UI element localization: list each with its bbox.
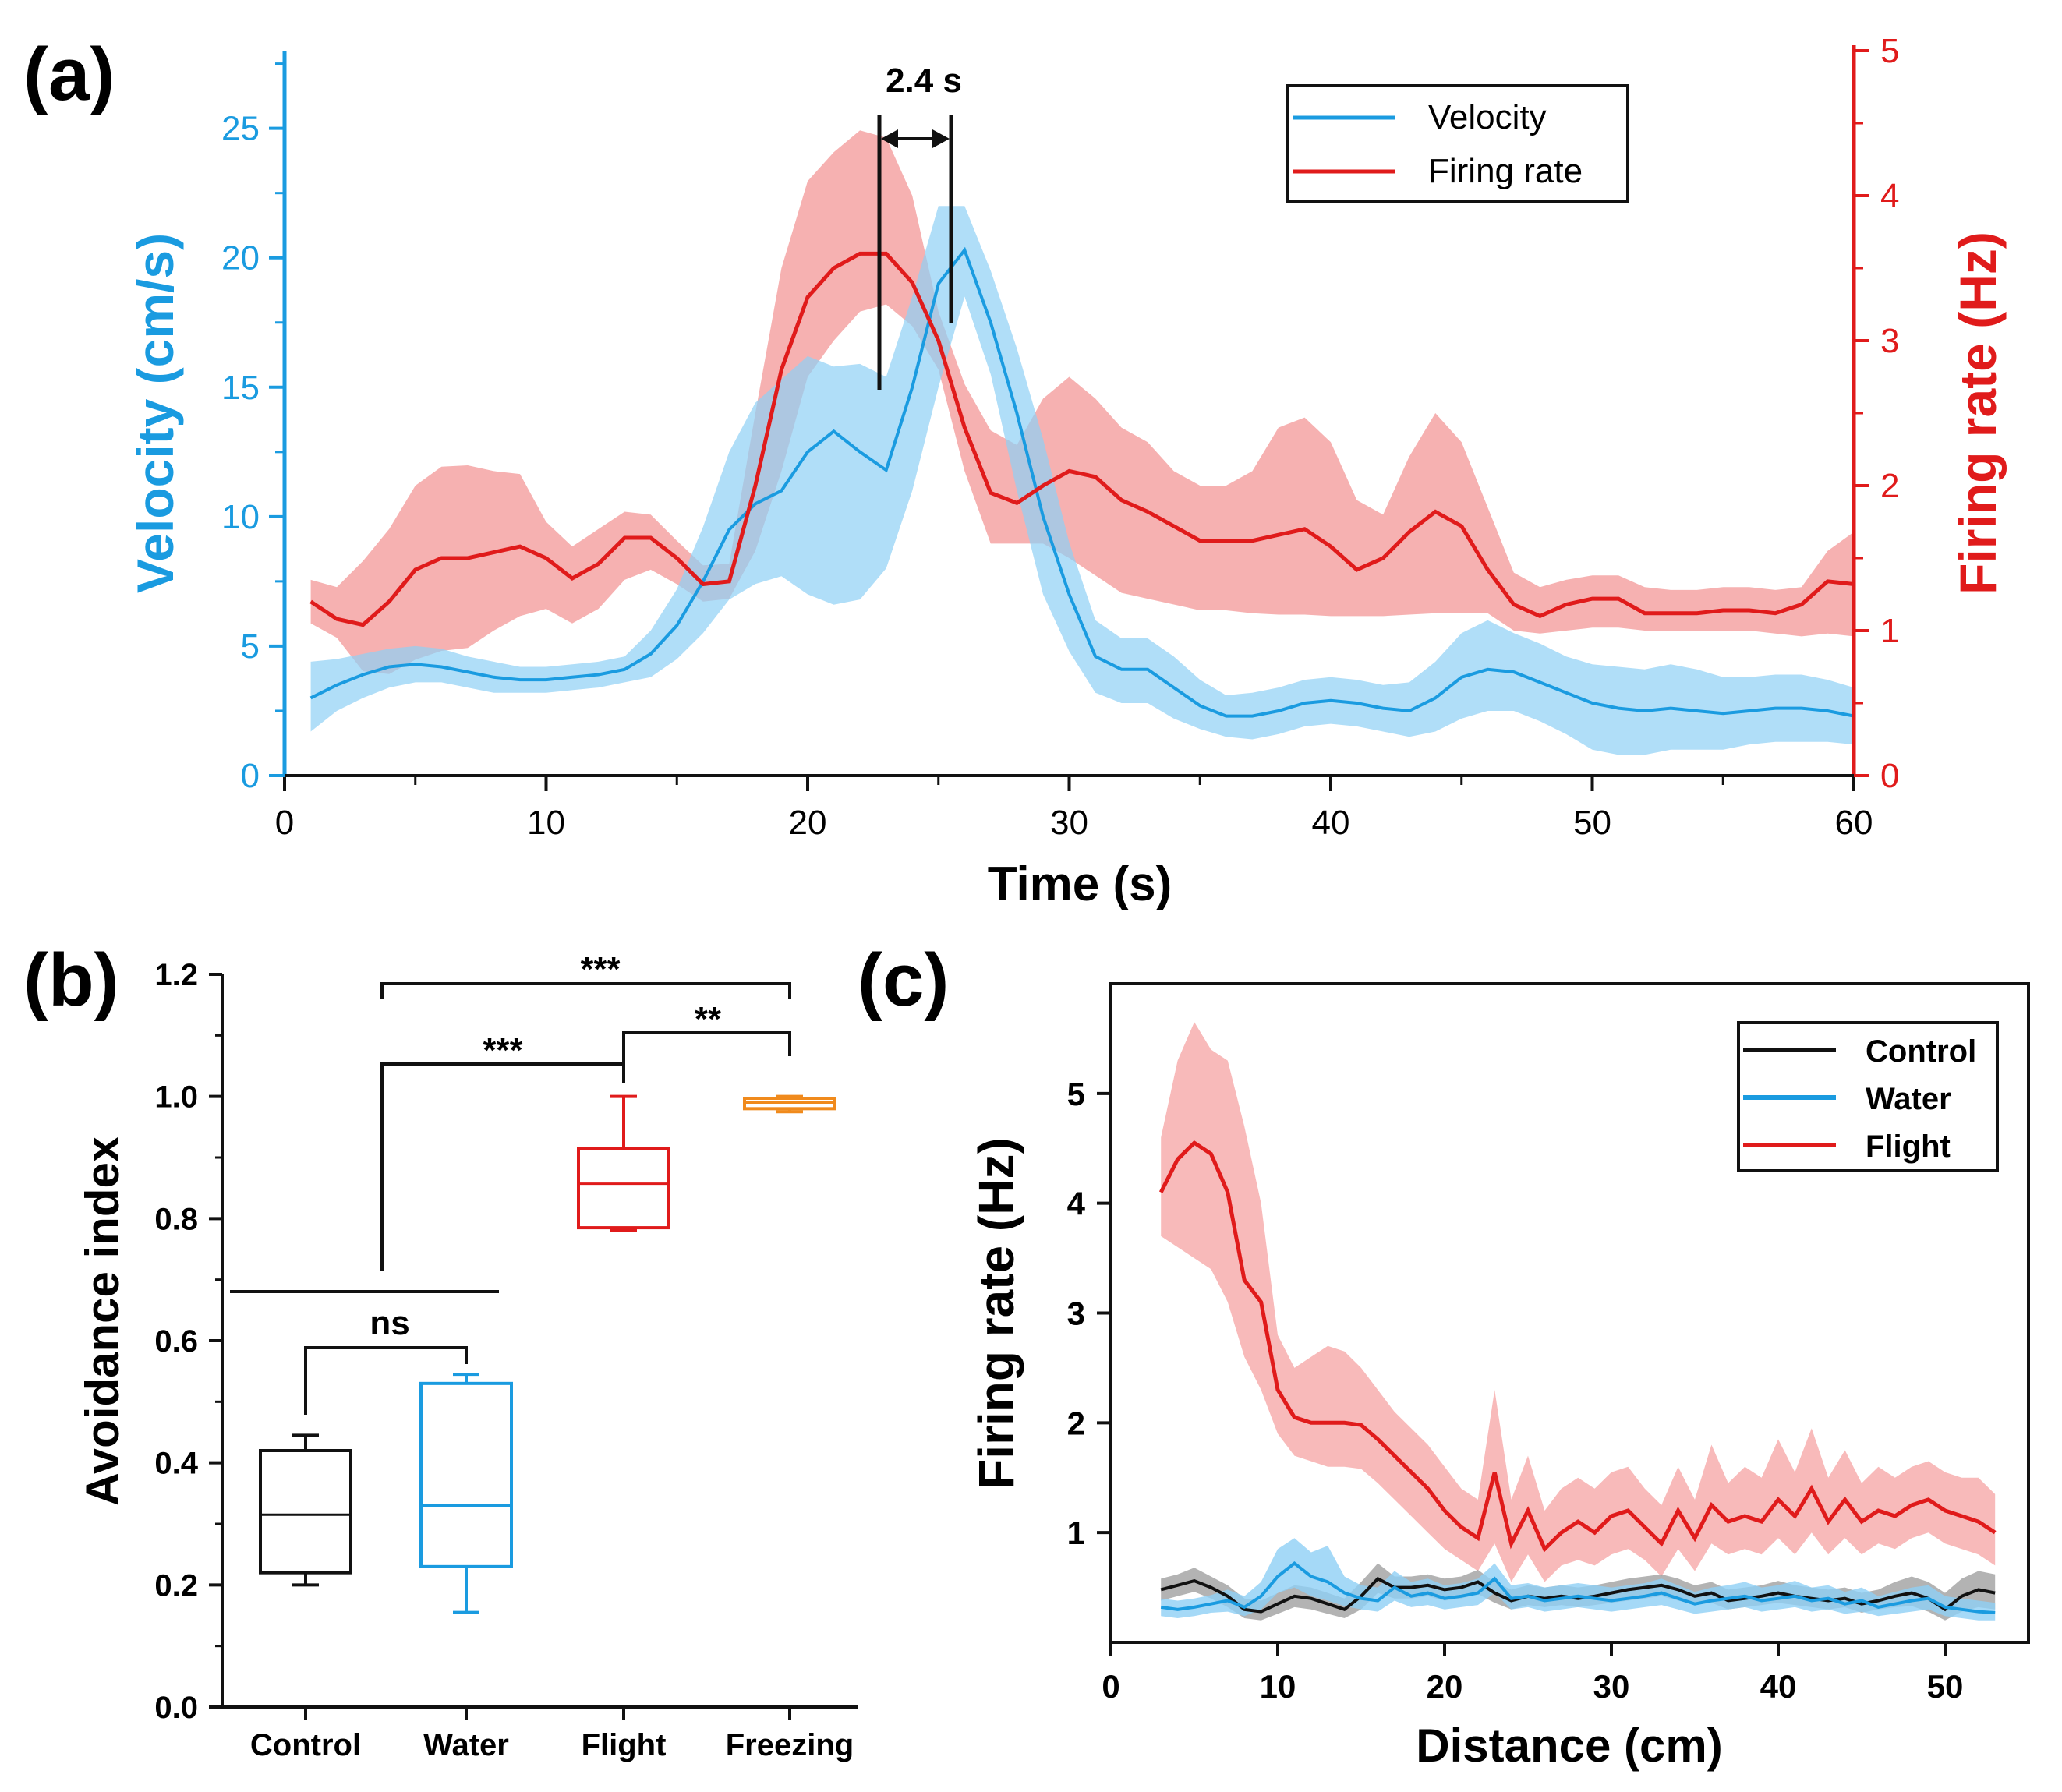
panel-b: (b) 0.0 0.2 0.4 0.6 0.8 1.0 1.2 Control Water Fl… xyxy=(23,938,858,1762)
box-flight xyxy=(577,1094,670,1232)
a-y2tick-label: 2 xyxy=(1880,467,1899,505)
b-category-water: Water xyxy=(423,1728,509,1762)
box-water xyxy=(419,1373,513,1614)
b-y-ticks: 0.0 0.2 0.4 0.6 0.8 1.0 1.2 xyxy=(154,958,222,1725)
c-y-axis-label: Firing rate (Hz) xyxy=(968,1137,1024,1490)
a-x-axis-label: Time (s) xyxy=(988,857,1172,911)
c-ytick-label: 1 xyxy=(1067,1515,1085,1551)
panel-c: (c) 0 10 20 30 40 50 1 2 3 4 5 Distance (cm) Firi… xyxy=(858,938,2030,1772)
c-lines xyxy=(1158,1140,1997,1614)
c-x-ticks: 0 10 20 30 40 50 xyxy=(1102,1642,1963,1705)
b-x-categories: Control Water Flight Freezing xyxy=(250,1707,854,1762)
c-xtick-label: 30 xyxy=(1593,1668,1630,1705)
a-xtick-label: 60 xyxy=(1835,804,1873,842)
a-ytick-label: 20 xyxy=(221,239,260,277)
a-y2tick-label: 0 xyxy=(1880,757,1899,795)
a-ytick-label: 5 xyxy=(241,627,260,666)
a-y-axis-label: Velocity (cm/s) xyxy=(126,233,184,593)
significance-brackets: ns *** ** *** xyxy=(230,950,791,1415)
a-y2tick-label: 3 xyxy=(1880,322,1899,360)
sig-flight-freezing: ** xyxy=(695,1000,722,1038)
a-xtick-label: 20 xyxy=(789,804,827,842)
c-legend-water-label: Water xyxy=(1866,1082,1951,1116)
c-ytick-label: 2 xyxy=(1067,1405,1085,1441)
a-ytick-label: 15 xyxy=(221,369,260,407)
sig-ns: ns xyxy=(370,1304,409,1342)
c-line-water xyxy=(1160,1561,1996,1614)
c-x-axis-label: Distance (cm) xyxy=(1416,1720,1722,1772)
a-ytick-label: 0 xyxy=(241,757,260,795)
panel-label-b: (b) xyxy=(23,938,119,1022)
a-legend-velocity-label: Velocity xyxy=(1428,98,1547,136)
c-legend: Control Water Flight xyxy=(1737,1021,1999,1172)
box-body xyxy=(577,1147,670,1230)
b-ytick-label: 0.4 xyxy=(154,1447,198,1481)
b-ytick-label: 1.0 xyxy=(154,1080,198,1115)
c-ytick-label: 5 xyxy=(1067,1076,1085,1112)
lag-annotation: 2.4 s xyxy=(877,62,962,390)
c-xtick-label: 10 xyxy=(1260,1668,1296,1705)
a-y2tick-label: 4 xyxy=(1880,177,1899,215)
a-bands xyxy=(310,130,1855,755)
a-y-ticks: 0 5 10 15 20 25 xyxy=(221,62,285,795)
b-category-flight: Flight xyxy=(582,1728,667,1762)
b-ytick-label: 0.0 xyxy=(154,1691,198,1725)
a-line-firing-rate xyxy=(309,251,1855,627)
b-ytick-label: 0.2 xyxy=(154,1568,198,1603)
b-category-control: Control xyxy=(250,1728,361,1762)
c-line-flight xyxy=(1158,1140,1997,1553)
a-xtick-label: 40 xyxy=(1312,804,1350,842)
a-lines xyxy=(309,246,1855,718)
a-y2-ticks: 0 1 2 3 4 5 xyxy=(1854,32,1899,795)
b-category-freezing: Freezing xyxy=(726,1728,854,1762)
b-y-axis-label: Avoidance index xyxy=(76,1136,129,1507)
a-band-velocity xyxy=(310,206,1855,755)
panel-label-c: (c) xyxy=(858,938,949,1022)
b-boxes xyxy=(259,1094,836,1614)
c-xtick-label: 0 xyxy=(1102,1668,1119,1705)
sig-flight: *** xyxy=(483,1031,523,1069)
c-legend-control-label: Control xyxy=(1866,1034,1976,1069)
a-y2tick-label: 5 xyxy=(1880,32,1899,70)
a-xtick-label: 0 xyxy=(275,804,294,842)
a-xtick-label: 30 xyxy=(1050,804,1088,842)
c-band-flight xyxy=(1161,1022,1996,1582)
c-xtick-label: 40 xyxy=(1760,1668,1797,1705)
a-ytick-label: 25 xyxy=(221,110,260,148)
c-legend-flight-label: Flight xyxy=(1866,1129,1951,1164)
lag-annotation-text: 2.4 s xyxy=(886,62,962,100)
a-legend-firing-label: Firing rate xyxy=(1428,152,1583,190)
a-y2tick-label: 1 xyxy=(1880,612,1899,650)
a-legend: Velocity Firing rate xyxy=(1286,84,1629,203)
a-line-velocity xyxy=(309,246,1855,718)
b-ytick-label: 0.6 xyxy=(154,1324,198,1359)
c-ytick-label: 3 xyxy=(1067,1295,1085,1332)
box-control xyxy=(259,1433,352,1587)
box-body xyxy=(259,1449,352,1575)
panel-label-a: (a) xyxy=(23,33,115,116)
a-xtick-label: 10 xyxy=(527,804,565,842)
a-ytick-label: 10 xyxy=(221,498,260,536)
c-xtick-label: 20 xyxy=(1427,1668,1463,1705)
a-y2-axis-label: Firing rate (Hz) xyxy=(1949,232,2007,595)
sig-freezing: *** xyxy=(580,950,621,988)
a-x-ticks: 0 10 20 30 40 50 60 xyxy=(275,776,1873,842)
c-y-ticks: 1 2 3 4 5 xyxy=(1067,1076,1111,1551)
box-body xyxy=(419,1381,513,1568)
c-ytick-label: 4 xyxy=(1067,1186,1086,1222)
box-freezing xyxy=(743,1094,836,1114)
panel-a: (a) 0 10 20 30 40 50 60 0 5 10 15 20 25 0 1 2 3 4 5 Time… xyxy=(23,32,2007,911)
a-xtick-label: 50 xyxy=(1573,804,1611,842)
c-xtick-label: 50 xyxy=(1927,1668,1964,1705)
b-ytick-label: 0.8 xyxy=(154,1202,198,1236)
b-ytick-label: 1.2 xyxy=(154,958,198,992)
